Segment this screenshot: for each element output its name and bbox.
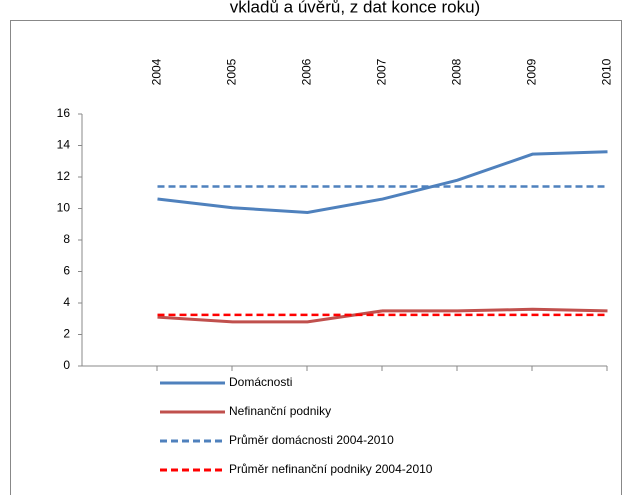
chart-frame [10, 20, 622, 495]
y-tick-label: 2 [63, 327, 70, 341]
y-tick-label: 6 [63, 264, 70, 278]
series-line [157, 150, 608, 214]
y-tick-label: 12 [57, 169, 71, 183]
series-line [157, 307, 608, 324]
x-tick-label: 2007 [375, 58, 389, 85]
chart-title: vkladů a úvěrů, z dat konce roku) [230, 0, 480, 16]
x-tick-label: 2006 [300, 58, 314, 85]
x-tick-label: 2005 [225, 58, 239, 85]
x-tick-label: 2009 [525, 58, 539, 85]
x-tick-label: 2010 [600, 58, 614, 85]
y-tick-label: 14 [57, 138, 71, 152]
y-tick-label: 0 [63, 358, 70, 372]
y-tick-label: 16 [57, 106, 71, 120]
y-tick-label: 8 [63, 232, 70, 246]
x-tick-label: 2004 [150, 58, 164, 85]
y-tick-label: 10 [57, 201, 71, 215]
x-tick-label: 2008 [450, 58, 464, 85]
legend-label: Průměr nefinanční podniky 2004-2010 [229, 462, 433, 476]
legend-label: Nefinanční podniky [229, 404, 331, 418]
legend-label: Průměr domácnosti 2004-2010 [229, 433, 394, 447]
y-tick-label: 4 [63, 295, 70, 309]
legend-label: Domácnosti [229, 375, 292, 389]
